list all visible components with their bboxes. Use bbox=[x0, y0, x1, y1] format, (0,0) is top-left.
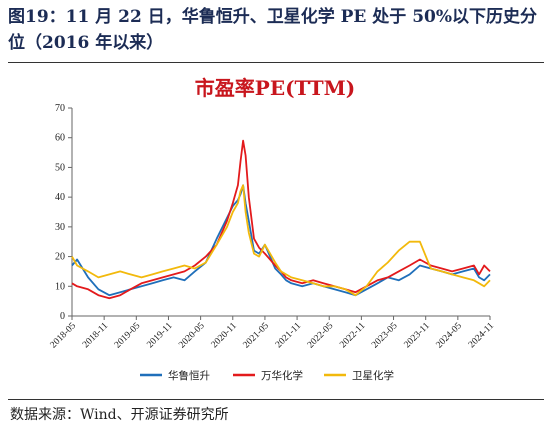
legend-label-3: 卫星化学 bbox=[352, 369, 394, 382]
x-tick-label: 2023-11 bbox=[403, 321, 432, 350]
x-tick-label: 2021-05 bbox=[242, 321, 272, 351]
source-divider bbox=[8, 399, 544, 400]
legend-label-2: 万华化学 bbox=[261, 369, 303, 382]
x-tick-label: 2019-05 bbox=[113, 321, 143, 351]
x-tick-label: 2024-05 bbox=[435, 321, 465, 351]
pe-chart: 0 10 20 30 40 50 60 70 2018-05 2018-11 2019-05 2019… bbox=[49, 103, 497, 382]
x-tick-label: 2018-05 bbox=[49, 321, 79, 351]
x-tick-label: 2022-05 bbox=[306, 321, 336, 351]
x-tick-label: 2023-05 bbox=[370, 321, 400, 351]
x-tick-label: 2021-11 bbox=[274, 321, 303, 350]
x-tick-label: 2020-11 bbox=[210, 321, 239, 350]
y-tick-label: 0 bbox=[60, 311, 65, 322]
y-tick-label: 70 bbox=[55, 103, 65, 114]
source-note: 数据来源：Wind、开源证券研究所 bbox=[10, 407, 229, 423]
y-tick-label: 50 bbox=[55, 162, 65, 173]
y-tick-label: 10 bbox=[55, 281, 65, 292]
legend-label-1: 华鲁恒升 bbox=[168, 369, 210, 382]
chart-title: 市盈率PE(TTM) bbox=[194, 76, 356, 100]
x-tick-label: 2024-11 bbox=[467, 321, 496, 350]
series-line-3 bbox=[71, 184, 491, 297]
series-line-1 bbox=[71, 184, 491, 297]
x-tick-label: 2022-11 bbox=[338, 321, 367, 350]
y-tick-label: 40 bbox=[55, 192, 65, 203]
y-tick-label: 60 bbox=[55, 133, 65, 144]
x-tick-label: 2018-11 bbox=[81, 321, 110, 350]
title-divider bbox=[8, 62, 544, 63]
series-line-2 bbox=[71, 139, 491, 300]
y-tick-label: 20 bbox=[55, 252, 65, 263]
x-tick-label: 2020-05 bbox=[177, 321, 207, 351]
x-tick-label: 2019-11 bbox=[145, 321, 174, 350]
figure-title: 图19：11 月 22 日，华鲁恒升、卫星化学 PE 处于 50%以下历史分位（… bbox=[8, 7, 538, 53]
y-tick-label: 30 bbox=[55, 222, 65, 233]
